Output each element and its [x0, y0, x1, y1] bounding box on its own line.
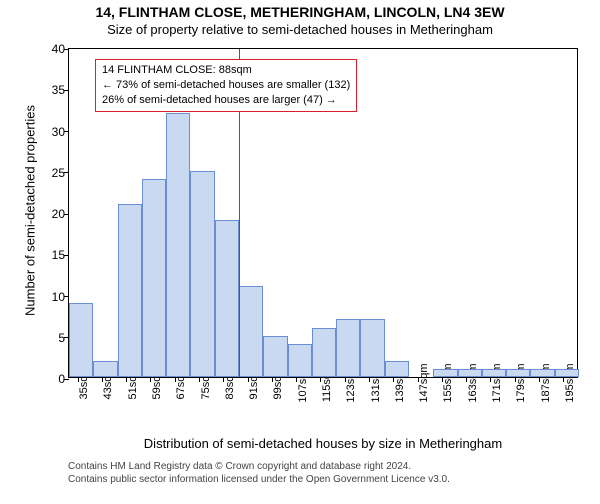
histogram-bar: [263, 336, 287, 377]
histogram-bar: [118, 204, 142, 377]
annotation-box: 14 FLINTHAM CLOSE: 88sqm← 73% of semi-de…: [95, 59, 357, 112]
histogram-bar: [360, 319, 384, 377]
histogram-bar: [458, 369, 482, 377]
histogram-bar: [142, 179, 166, 377]
histogram-bar: [530, 369, 554, 377]
chart-container: { "title": "14, FLINTHAM CLOSE, METHERIN…: [0, 4, 600, 504]
plot-area: 051015202530354035sqm43sqm51sqm59sqm67sq…: [68, 48, 578, 378]
histogram-bar: [385, 361, 409, 378]
histogram-bar: [555, 369, 579, 377]
histogram-bar: [336, 319, 360, 377]
histogram-bar: [312, 328, 336, 378]
y-tick-label: 5: [58, 331, 69, 345]
histogram-bar: [69, 303, 93, 377]
histogram-bar: [166, 113, 190, 377]
histogram-bar: [239, 286, 263, 377]
y-tick-label: 15: [52, 248, 69, 262]
footer-attribution: Contains HM Land Registry data © Crown c…: [68, 460, 450, 486]
y-tick-label: 40: [52, 42, 69, 56]
histogram-bar: [433, 369, 457, 377]
histogram-bar: [288, 344, 312, 377]
footer-line-1: Contains HM Land Registry data © Crown c…: [68, 460, 450, 473]
y-axis-label: Number of semi-detached properties: [23, 81, 38, 341]
histogram-bar: [93, 361, 117, 378]
y-tick-label: 20: [52, 207, 69, 221]
y-tick-label: 25: [52, 166, 69, 180]
y-tick-label: 10: [52, 290, 69, 304]
annotation-line: 26% of semi-detached houses are larger (…: [102, 93, 350, 108]
histogram-bar: [190, 171, 214, 377]
histogram-bar: [215, 220, 239, 377]
y-tick-label: 0: [58, 372, 69, 386]
annotation-line: 14 FLINTHAM CLOSE: 88sqm: [102, 63, 350, 78]
histogram-bar: [506, 369, 530, 377]
x-axis-label: Distribution of semi-detached houses by …: [68, 436, 578, 451]
x-tick-label: 147sqm: [418, 363, 430, 402]
footer-line-2: Contains public sector information licen…: [68, 473, 450, 486]
histogram-bar: [482, 369, 506, 377]
chart-subtitle: Size of property relative to semi-detach…: [0, 22, 600, 37]
y-tick-label: 35: [52, 83, 69, 97]
y-tick-label: 30: [52, 125, 69, 139]
annotation-line: ← 73% of semi-detached houses are smalle…: [102, 78, 350, 93]
chart-title: 14, FLINTHAM CLOSE, METHERINGHAM, LINCOL…: [0, 4, 600, 20]
